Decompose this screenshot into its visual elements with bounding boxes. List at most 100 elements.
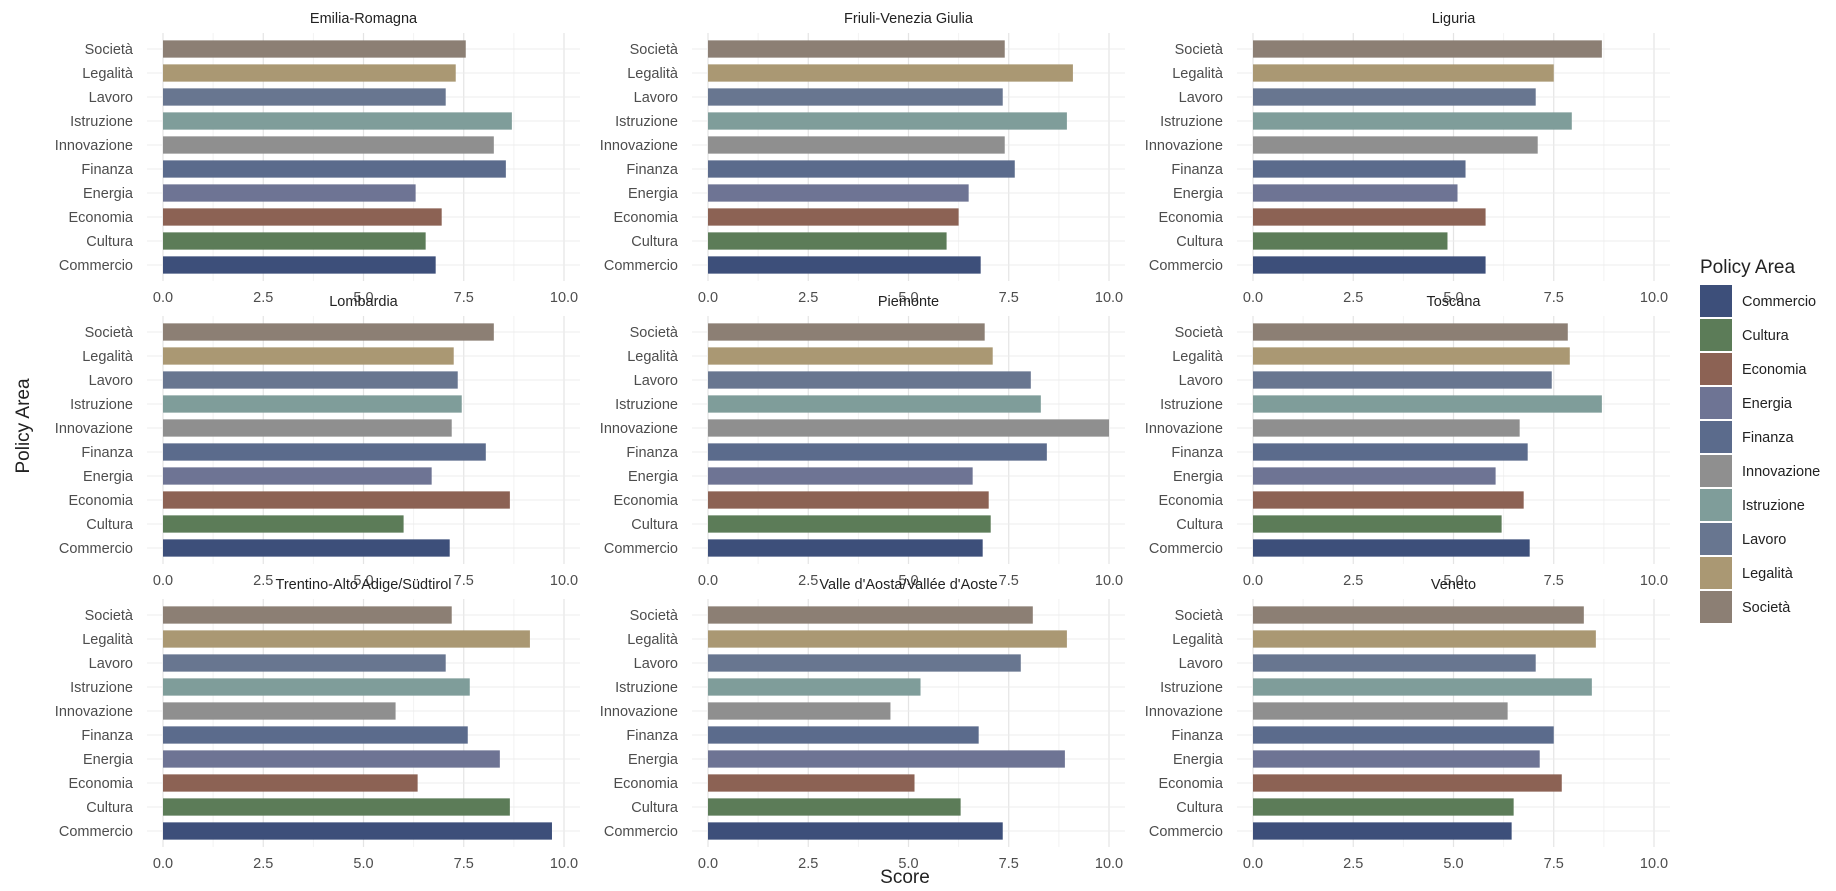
bar-finanza [163,726,468,744]
x-axis-title: Score [880,867,930,888]
y-tick-label: Legalità [627,66,679,82]
bar-lavoro [708,654,1021,672]
y-tick-label: Legalità [1172,632,1224,648]
bar-finanza [708,726,979,744]
y-tick-label: Cultura [1176,517,1224,533]
bar-commercio [163,539,450,557]
bar-innovazione [1253,136,1538,154]
bar-economia [1253,491,1524,509]
y-tick-label: Commercio [59,824,133,840]
bar-commercio [163,256,436,274]
legend-key [1700,591,1732,623]
bar-finanza [708,160,1015,178]
y-tick-label: Energia [1173,186,1224,202]
x-tick-label: 5.0 [1443,290,1463,306]
bar-lavoro [708,88,1003,106]
y-tick-label: Innovazione [1145,138,1223,154]
bar-legalit [163,347,454,365]
x-tick-label: 5.0 [353,290,373,306]
bar-economia [163,208,442,226]
bar-energia [1253,467,1496,485]
bar-istruzione [163,112,512,130]
legend-key [1700,421,1732,453]
bar-cultura [163,798,510,816]
y-tick-label: Lavoro [89,656,133,672]
bar-finanza [163,160,506,178]
y-tick-label: Energia [628,469,679,485]
bar-societ [163,606,452,624]
y-tick-label: Commercio [59,258,133,274]
y-tick-label: Società [85,42,134,58]
y-tick-label: Legalità [82,632,134,648]
y-tick-label: Cultura [631,800,679,816]
legend-key [1700,319,1732,351]
x-tick-label: 7.5 [1544,856,1564,872]
y-tick-label: Innovazione [1145,704,1223,720]
x-tick-label: 10.0 [1640,290,1668,306]
x-tick-label: 7.5 [999,573,1019,589]
x-tick-label: 10.0 [550,856,578,872]
y-tick-label: Innovazione [55,421,133,437]
y-tick-label: Economia [1159,493,1224,509]
bar-legalit [708,630,1067,648]
y-tick-label: Finanza [81,445,134,461]
legend-label: Innovazione [1742,464,1820,480]
bar-legalit [1253,347,1570,365]
bar-lavoro [163,654,446,672]
y-tick-label: Cultura [86,800,134,816]
y-tick-label: Lavoro [89,90,133,106]
x-tick-label: 0.0 [153,290,173,306]
legend-key [1700,557,1732,589]
bar-innovazione [1253,702,1508,720]
x-tick-label: 10.0 [1095,290,1123,306]
y-tick-label: Energia [1173,469,1224,485]
y-tick-label: Finanza [1171,445,1224,461]
y-tick-label: Economia [69,210,134,226]
bar-istruzione [708,112,1067,130]
y-tick-label: Istruzione [615,114,678,130]
x-tick-label: 2.5 [1343,573,1363,589]
y-tick-label: Lavoro [634,90,678,106]
y-axis-title: Policy Area [13,378,34,473]
y-tick-label: Cultura [631,234,679,250]
legend-key [1700,489,1732,521]
legend-label: Legalità [1742,566,1794,582]
y-tick-label: Energia [628,186,679,202]
y-tick-label: Società [1175,42,1224,58]
y-tick-label: Legalità [1172,66,1224,82]
x-tick-label: 7.5 [454,290,474,306]
panel-title: Friuli-Venezia Giulia [844,11,974,27]
y-tick-label: Cultura [86,234,134,250]
x-tick-label: 10.0 [1095,573,1123,589]
x-tick-label: 0.0 [698,856,718,872]
bar-economia [163,774,418,792]
legend-label: Società [1742,600,1791,616]
bar-innovazione [163,136,494,154]
y-tick-label: Energia [1173,752,1224,768]
y-tick-label: Finanza [81,162,134,178]
y-tick-label: Innovazione [1145,421,1223,437]
bar-finanza [1253,726,1554,744]
bar-cultura [163,515,404,533]
y-tick-label: Commercio [1149,824,1223,840]
x-tick-label: 10.0 [1640,856,1668,872]
bar-istruzione [1253,678,1592,696]
bar-istruzione [708,395,1041,413]
legend-label: Istruzione [1742,498,1805,514]
y-tick-label: Lavoro [634,656,678,672]
panel-title: Veneto [1431,577,1476,593]
y-tick-label: Finanza [626,445,679,461]
bar-energia [708,184,969,202]
bar-commercio [708,256,981,274]
bar-istruzione [163,395,462,413]
y-tick-label: Istruzione [70,397,133,413]
y-tick-label: Energia [83,752,134,768]
y-tick-label: Lavoro [1179,373,1223,389]
panel-title: Emilia-Romagna [310,11,418,27]
y-tick-label: Cultura [1176,800,1224,816]
y-tick-label: Economia [614,493,679,509]
x-tick-label: 7.5 [1544,573,1564,589]
y-tick-label: Economia [69,776,134,792]
x-tick-label: 2.5 [798,856,818,872]
